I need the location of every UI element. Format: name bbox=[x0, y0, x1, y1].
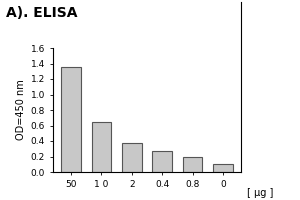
Bar bbox=[122, 143, 142, 172]
Text: [ μg ]: [ μg ] bbox=[247, 188, 274, 198]
Bar bbox=[92, 122, 111, 172]
Bar bbox=[213, 164, 233, 172]
Bar bbox=[183, 156, 202, 172]
Y-axis label: OD=450 nm: OD=450 nm bbox=[16, 80, 26, 140]
Text: A). ELISA: A). ELISA bbox=[6, 6, 77, 20]
Bar bbox=[152, 151, 172, 172]
Bar bbox=[61, 67, 81, 172]
